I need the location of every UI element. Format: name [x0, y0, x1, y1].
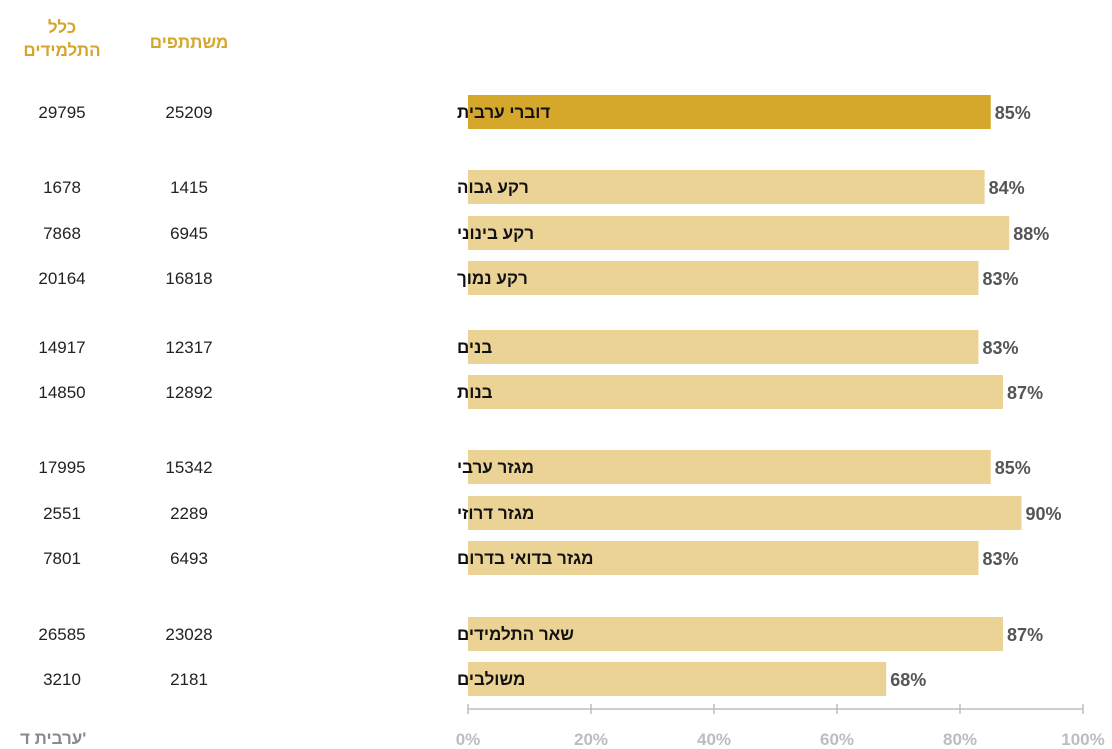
value-label: 88%: [1013, 224, 1049, 244]
participants-value: 6493: [170, 549, 208, 568]
bar: [468, 375, 1004, 409]
category-label: מגזר בדואי בדרום: [457, 549, 594, 568]
chart-row: 90% מגזר דרוזי 2289 2551: [43, 496, 1062, 530]
category-label: משולבים: [457, 670, 525, 689]
value-label: 83%: [982, 549, 1018, 569]
chart-row: 83% רקע נמוך 16818 20164: [38, 261, 1018, 295]
total-students-value: 2551: [43, 504, 81, 523]
bar: [468, 261, 979, 295]
value-label: 87%: [1007, 625, 1043, 645]
chart-row: 84% רקע גבוה 1415 1678: [43, 170, 1025, 204]
x-tick-label: 60%: [820, 730, 854, 749]
total-students-value: 14850: [38, 383, 85, 402]
bar: [468, 95, 991, 129]
category-label: בנים: [457, 338, 492, 357]
total-students-value: 7868: [43, 224, 81, 243]
chart-row: 83% מגזר בדואי בדרום 6493 7801: [43, 541, 1018, 575]
participants-value: 23028: [165, 625, 212, 644]
chart-row: 85% דוברי ערבית 25209 29795: [38, 95, 1031, 129]
category-label: דוברי ערבית: [457, 103, 550, 122]
bar: [468, 541, 979, 575]
chart-row: 85% מגזר ערבי 15342 17995: [38, 450, 1031, 484]
value-label: 85%: [995, 103, 1031, 123]
value-label: 83%: [982, 338, 1018, 358]
total-students-value: 14917: [38, 338, 85, 357]
total-students-value: 7801: [43, 549, 81, 568]
chart-row: 87% בנות 12892 14850: [38, 375, 1043, 409]
category-label: מגזר דרוזי: [457, 504, 534, 523]
participants-value: 16818: [165, 269, 212, 288]
participants-value: 12317: [165, 338, 212, 357]
category-label: מגזר ערבי: [457, 458, 534, 477]
category-label: רקע בינוני: [457, 224, 534, 243]
category-label: בנות: [457, 383, 493, 402]
participants-value: 1415: [170, 178, 208, 197]
header-total-line1: כלל: [48, 18, 76, 37]
x-axis: 0% 20% 40% 60% 80% 100%: [456, 704, 1105, 749]
category-label: שאר התלמידים: [457, 625, 574, 644]
participants-value: 25209: [165, 103, 212, 122]
category-label: רקע גבוה: [457, 178, 529, 197]
bar: [468, 496, 1022, 530]
bar: [468, 662, 887, 696]
participants-value: 15342: [165, 458, 212, 477]
total-students-value: 29795: [38, 103, 85, 122]
x-tick-label: 100%: [1061, 730, 1104, 749]
chart-row: 68% משולבים 2181 3210: [43, 662, 926, 696]
value-label: 68%: [890, 670, 926, 690]
header-participants: משתתפים: [150, 33, 228, 52]
x-tick-label: 80%: [943, 730, 977, 749]
value-label: 83%: [982, 269, 1018, 289]
chart-row: 87% שאר התלמידים 23028 26585: [38, 617, 1043, 651]
chart-rows: 85% דוברי ערבית 25209 29795 84% רקע גבוה 1415 1…: [38, 95, 1062, 696]
total-students-value: 17995: [38, 458, 85, 477]
value-label: 90%: [1026, 504, 1062, 524]
bar: [468, 170, 985, 204]
value-label: 87%: [1007, 383, 1043, 403]
header-total-line2: התלמידים: [23, 41, 100, 60]
bar: [468, 216, 1010, 250]
participants-value: 6945: [170, 224, 208, 243]
bar: [468, 330, 979, 364]
participants-value: 2289: [170, 504, 208, 523]
chart-row: 88% רקע בינוני 6945 7868: [43, 216, 1049, 250]
x-tick-label: 20%: [574, 730, 608, 749]
value-label: 85%: [995, 458, 1031, 478]
value-label: 84%: [989, 178, 1025, 198]
chart-row: 83% בנים 12317 14917: [38, 330, 1018, 364]
participants-value: 12892: [165, 383, 212, 402]
x-tick-label: 0%: [456, 730, 481, 749]
x-tick-label: 40%: [697, 730, 731, 749]
bar: [468, 617, 1004, 651]
total-students-value: 3210: [43, 670, 81, 689]
total-students-value: 26585: [38, 625, 85, 644]
bar: [468, 450, 991, 484]
total-students-value: 1678: [43, 178, 81, 197]
total-students-value: 20164: [38, 269, 85, 288]
category-label: רקע נמוך: [457, 269, 528, 288]
footer-label: ערבית ד': [20, 729, 86, 748]
participants-value: 2181: [170, 670, 208, 689]
